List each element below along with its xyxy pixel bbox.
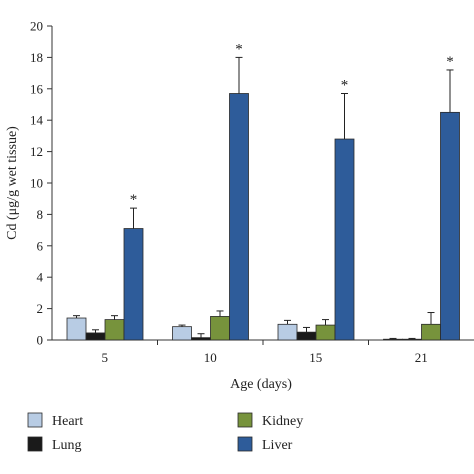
legend-swatch-kidney xyxy=(237,412,253,428)
legend: Heart Lung Kidney Liver xyxy=(27,412,303,453)
x-tick-label: 21 xyxy=(415,350,428,365)
legend-swatch-heart xyxy=(27,412,43,428)
legend-swatch-liver xyxy=(237,436,253,452)
bar-liver xyxy=(334,138,355,341)
y-tick-label: 16 xyxy=(30,81,44,96)
significance-markers: * * * * xyxy=(130,41,454,208)
legend-label-liver: Liver xyxy=(262,438,293,453)
bar-kidney xyxy=(104,319,125,341)
bar-heart xyxy=(383,338,403,341)
y-tick-label: 18 xyxy=(30,50,43,65)
bar-heart xyxy=(277,323,298,341)
legend-label-heart: Heart xyxy=(52,414,83,429)
significance-star: * xyxy=(130,192,138,208)
bar-heart xyxy=(66,317,87,341)
bar-lung xyxy=(85,332,106,341)
bar-kidney xyxy=(421,323,441,341)
legend-label-lung: Lung xyxy=(52,438,82,453)
x-axis: 5 10 15 21 xyxy=(52,339,474,365)
x-tick-label: 10 xyxy=(204,350,217,365)
y-axis: 0 2 4 6 8 10 12 14 16 18 20 xyxy=(30,19,53,348)
y-axis-title: Cd (μg/g wet tissue) xyxy=(5,126,20,240)
x-tick-label: 5 xyxy=(102,350,109,365)
y-tick-label: 4 xyxy=(37,270,44,285)
significance-star: * xyxy=(235,41,243,57)
y-tick-label: 0 xyxy=(37,333,44,348)
bar-lung xyxy=(191,337,211,341)
bar-kidney xyxy=(315,324,336,341)
legend-swatch-lung xyxy=(27,436,43,452)
bar-lung xyxy=(402,338,422,341)
y-tick-label: 10 xyxy=(30,176,43,191)
bar-lung xyxy=(296,331,317,341)
y-tick-label: 14 xyxy=(30,113,44,128)
y-tick-label: 6 xyxy=(37,238,44,253)
legend-label-kidney: Kidney xyxy=(262,414,303,429)
y-tick-label: 8 xyxy=(37,207,44,222)
bar-liver xyxy=(229,93,249,341)
x-axis-title: Age (days) xyxy=(230,377,292,392)
bars xyxy=(66,56,460,341)
bar-liver xyxy=(123,228,144,341)
x-tick-label: 15 xyxy=(309,350,322,365)
y-tick-label: 12 xyxy=(30,144,43,159)
significance-star: * xyxy=(446,54,454,70)
bar-kidney xyxy=(210,316,230,341)
bar-heart xyxy=(172,326,192,341)
bar-liver xyxy=(440,111,460,341)
significance-star: * xyxy=(341,78,349,94)
y-tick-label: 20 xyxy=(30,19,43,34)
y-tick-label: 2 xyxy=(37,301,44,316)
